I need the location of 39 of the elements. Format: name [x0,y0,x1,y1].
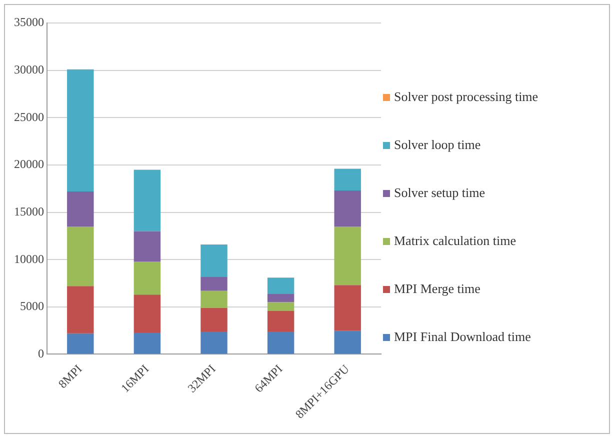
bar [267,302,294,311]
bar [200,332,228,354]
bar [200,244,228,277]
bar [267,332,294,354]
bar [134,332,161,354]
legend-label: Solver setup time [394,185,485,201]
bar [134,261,161,295]
bar [200,276,228,291]
legend-label: Solver post processing time [394,89,538,105]
y-tick-label: 5000 [20,299,44,314]
bar [267,310,294,332]
legend-label: MPI Final Download time [394,329,531,345]
bar [334,285,361,331]
bar [334,190,361,226]
bar [134,231,161,262]
bar [267,294,294,302]
bar [67,286,94,334]
bar [67,69,94,192]
legend-label: Matrix calculation time [394,233,516,249]
y-tick-label: 20000 [14,157,44,172]
bar [334,226,361,286]
bar [67,226,94,286]
legend-label: MPI Merge time [394,281,480,297]
y-tick-label: 25000 [14,110,44,124]
bar [67,333,94,354]
bar [267,278,294,294]
y-tick-label: 0 [38,346,44,360]
bar [334,168,361,191]
y-tick-label: 10000 [14,252,44,266]
legend-label: Solver loop time [394,137,481,153]
bar [67,191,94,226]
y-tick-label: 15000 [14,204,44,218]
y-tick-label: 35000 [14,15,44,30]
bar [200,290,228,308]
bar [134,170,161,232]
bar [334,330,361,354]
bar [134,294,161,332]
bar [200,308,228,332]
y-tick-label: 30000 [14,62,44,76]
